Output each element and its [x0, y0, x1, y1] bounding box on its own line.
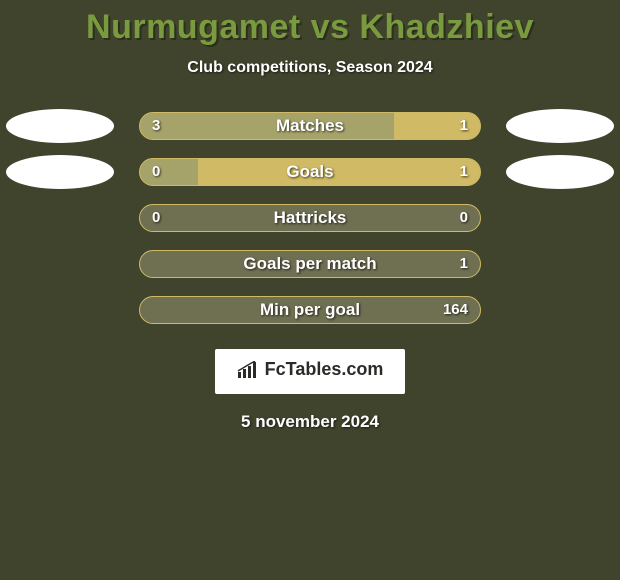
stat-row: Min per goal164	[0, 289, 620, 335]
stat-row: Goals per match1	[0, 243, 620, 289]
page-subtitle: Club competitions, Season 2024	[0, 59, 620, 77]
player-left-marker	[6, 109, 114, 143]
brand-prefix: Fc	[265, 359, 286, 379]
stat-bar-track	[139, 250, 481, 278]
infographic-date: 5 november 2024	[0, 412, 620, 432]
player-left-marker	[6, 155, 114, 189]
brand-text: FcTables.com	[265, 359, 384, 380]
page-title: Nurmugamet vs Khadzhiev	[0, 8, 620, 47]
stat-bar-track	[139, 204, 481, 232]
stat-bar-track	[139, 112, 481, 140]
player-right-marker	[506, 155, 614, 189]
stat-bar-right	[394, 113, 480, 139]
stat-bar-track	[139, 296, 481, 324]
stat-bar-track	[139, 158, 481, 186]
brand-inner: FcTables.com	[237, 359, 384, 380]
brand-badge: FcTables.com	[215, 349, 406, 394]
brand-suffix: Tables.com	[286, 359, 384, 379]
stat-bar-left	[140, 159, 200, 185]
stat-row: Matches31	[0, 105, 620, 151]
stat-bar-right	[198, 159, 480, 185]
stat-row: Hattricks00	[0, 197, 620, 243]
stats-chart: Matches31Goals01Hattricks00Goals per mat…	[0, 105, 620, 335]
chart-icon	[237, 361, 259, 379]
player-right-marker	[506, 109, 614, 143]
comparison-infographic: Nurmugamet vs Khadzhiev Club competition…	[0, 0, 620, 580]
stat-row: Goals01	[0, 151, 620, 197]
stat-bar-left	[140, 113, 396, 139]
